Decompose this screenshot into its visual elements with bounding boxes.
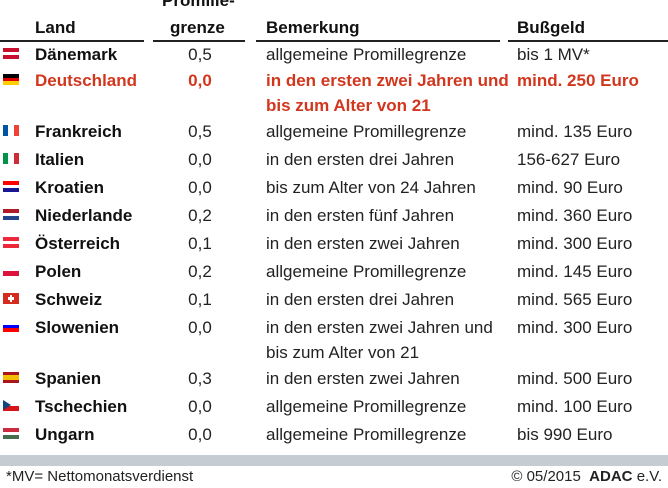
cell-land: Frankreich	[35, 122, 122, 141]
cell-land: Schweiz	[35, 290, 103, 309]
cell-bussgeld: 156-627 Euro	[517, 150, 621, 169]
flag-icon	[3, 372, 19, 383]
brand-suffix: e.V.	[636, 468, 662, 485]
cell-bussgeld: mind. 135 Euro	[517, 122, 633, 141]
header-bussgeld: Bußgeld	[517, 18, 585, 37]
cell-bemerkung: in den ersten drei Jahren	[266, 150, 455, 169]
flag-icon	[3, 209, 19, 220]
cell-land: Niederlande	[35, 206, 133, 225]
cell-promille: 0,0	[188, 178, 212, 197]
cell-bussgeld: mind. 300 Euro	[517, 234, 633, 253]
header-promille-line2: grenze	[170, 18, 225, 37]
header-bemerkung: Bemerkung	[266, 18, 360, 37]
cell-promille: 0,0	[188, 71, 212, 90]
cell-land: Deutschland	[35, 71, 138, 90]
header-divider	[153, 40, 245, 42]
cell-land: Ungarn	[35, 425, 95, 444]
source-credit: © 05/2015 ADAC e.V.	[511, 468, 662, 485]
cell-bemerkung: bis zum Alter von 24 Jahren	[266, 178, 476, 197]
cell-promille: 0,5	[188, 122, 212, 141]
flag-icon	[3, 181, 19, 192]
cell-bemerkung: in den ersten zwei Jahren	[266, 234, 460, 253]
header-land: Land	[35, 18, 76, 37]
flag-icon	[3, 74, 19, 85]
adac-logo: ADAC	[589, 468, 633, 485]
cell-promille: 0,0	[188, 397, 212, 416]
flag-icon	[3, 48, 19, 59]
cell-bemerkung: allgemeine Promillegrenze	[266, 397, 467, 416]
cell-bemerkung: in den ersten fünf Jahren	[266, 206, 455, 225]
cell-bemerkung: allgemeine Promillegrenze	[266, 45, 467, 64]
flag-icon	[3, 293, 19, 304]
cell-promille: 0,1	[188, 234, 212, 253]
footer-bar	[0, 455, 668, 466]
flag-icon	[3, 237, 19, 248]
cell-bussgeld: mind. 145 Euro	[517, 262, 633, 281]
flag-icon	[3, 400, 19, 411]
cell-promille: 0,2	[188, 206, 212, 225]
cell-promille: 0,0	[188, 318, 212, 337]
cell-promille: 0,0	[188, 425, 212, 444]
cell-land: Kroatien	[35, 178, 104, 197]
cell-land: Italien	[35, 150, 85, 169]
cell-land: Dänemark	[35, 45, 118, 64]
cell-bussgeld: mind. 565 Euro	[517, 290, 633, 309]
cell-promille: 0,2	[188, 262, 212, 281]
header-promille-line1: Promille-	[162, 0, 235, 10]
flag-icon	[3, 125, 19, 136]
cell-bemerkung: allgemeine Promillegrenze	[266, 262, 467, 281]
header-divider	[508, 40, 668, 42]
cell-promille: 0,1	[188, 290, 212, 309]
cell-bemerkung: in den ersten zwei Jahren	[266, 369, 460, 388]
header-divider	[256, 40, 500, 42]
cell-bussgeld: mind. 100 Euro	[517, 397, 633, 416]
cell-bemerkung: allgemeine Promillegrenze	[266, 122, 467, 141]
cell-promille: 0,5	[188, 45, 212, 64]
cell-bussgeld: mind. 360 Euro	[517, 206, 633, 225]
cell-bussgeld: mind. 500 Euro	[517, 369, 633, 388]
cell-bemerkung: in den ersten zwei Jahren und bis zum Al…	[266, 71, 509, 115]
cell-land: Spanien	[35, 369, 102, 388]
cell-bussgeld: mind. 250 Euro	[517, 71, 639, 90]
cell-promille: 0,3	[188, 369, 212, 388]
cell-bussgeld: bis 1 MV*	[517, 45, 590, 64]
cell-land: Österreich	[35, 234, 121, 253]
flag-icon	[3, 321, 19, 332]
cell-promille: 0,0	[188, 150, 212, 169]
flag-icon	[3, 153, 19, 164]
footnote: *MV= Nettomonatsverdienst	[6, 468, 194, 485]
cell-bemerkung: in den ersten drei Jahren	[266, 290, 455, 309]
cell-bussgeld: mind. 90 Euro	[517, 178, 623, 197]
header-divider	[0, 40, 144, 42]
flag-icon	[3, 265, 19, 276]
cell-land: Slowenien	[35, 318, 120, 337]
cell-land: Polen	[35, 262, 82, 281]
flag-icon	[3, 428, 19, 439]
cell-bemerkung: in den ersten zwei Jahren und bis zum Al…	[266, 318, 493, 362]
cell-bussgeld: mind. 300 Euro	[517, 318, 633, 337]
cell-land: Tschechien	[35, 397, 128, 416]
cell-bemerkung: allgemeine Promillegrenze	[266, 425, 467, 444]
copyright: © 05/2015	[511, 468, 581, 485]
cell-bussgeld: bis 990 Euro	[517, 425, 613, 444]
